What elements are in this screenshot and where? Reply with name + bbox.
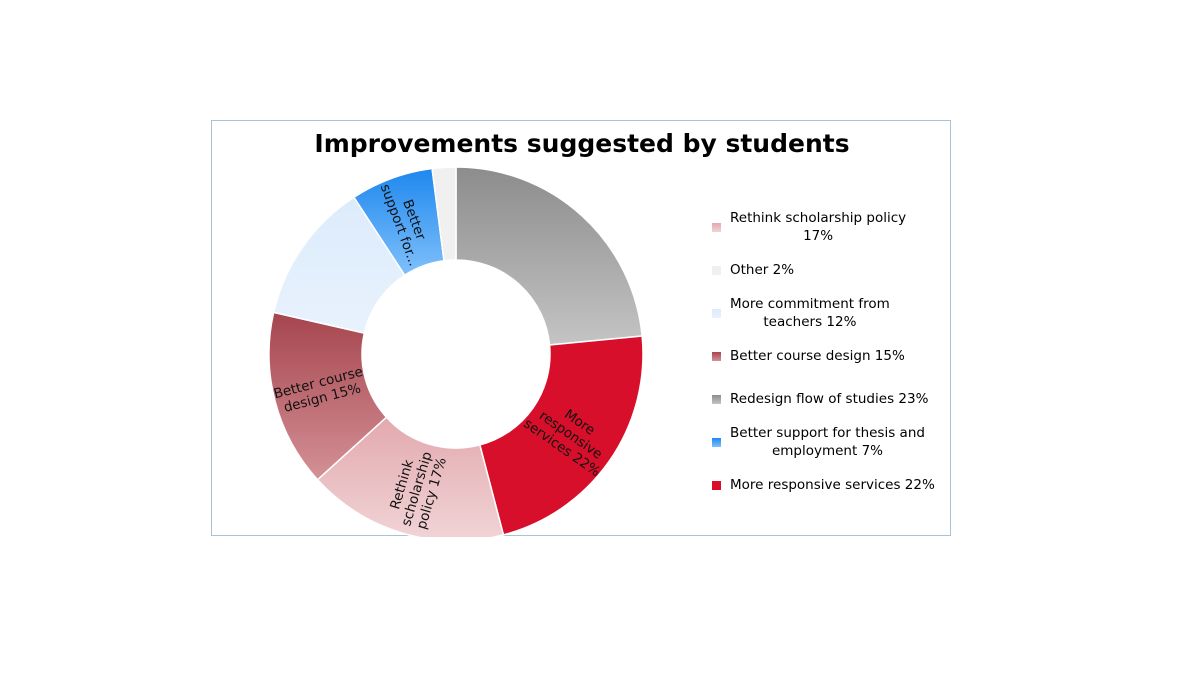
donut-slice-more-responsive-services (478, 335, 644, 536)
chart-frame: Improvements suggested by students Morer… (211, 120, 951, 537)
legend-swatch (712, 308, 721, 318)
legend-item: Better course design 15% (712, 347, 947, 365)
legend-swatch (712, 265, 721, 275)
chart-title: Improvements suggested by students (314, 129, 850, 158)
legend-swatch (712, 437, 721, 447)
legend-label: Other 2% (730, 262, 795, 278)
legend-label: Better course design 15% (730, 348, 905, 364)
legend-item: Other 2% (712, 261, 947, 279)
legend-label: Redesign flow of studies 23% (730, 391, 929, 407)
legend-swatch (712, 480, 721, 490)
legend-swatch (712, 394, 721, 404)
donut-slice-rethink-scholarship-policy (316, 416, 505, 537)
legend-label: More responsive services 22% (730, 477, 935, 493)
legend-item: Rethink scholarship policy 17% (712, 209, 947, 245)
legend-item: More commitment from teachers 12% (712, 295, 947, 331)
legend-item: Redesign flow of studies 23% (712, 390, 947, 408)
legend-swatch (712, 351, 721, 361)
legend-item: More responsive services 22% (712, 476, 947, 494)
legend-label: Better support for thesis and employment … (730, 425, 925, 459)
legend-label: More commitment from teachers 12% (730, 296, 890, 330)
donut-slice-redesign-flow-of-studies (455, 166, 643, 346)
legend-item: Better support for thesis and employment … (712, 424, 947, 460)
legend-label: Rethink scholarship policy 17% (730, 210, 907, 244)
legend-swatch (712, 222, 721, 232)
donut-chart: Moreresponsiveservices 22%Rethinkscholar… (268, 166, 644, 537)
donut-slice-other (431, 166, 457, 262)
